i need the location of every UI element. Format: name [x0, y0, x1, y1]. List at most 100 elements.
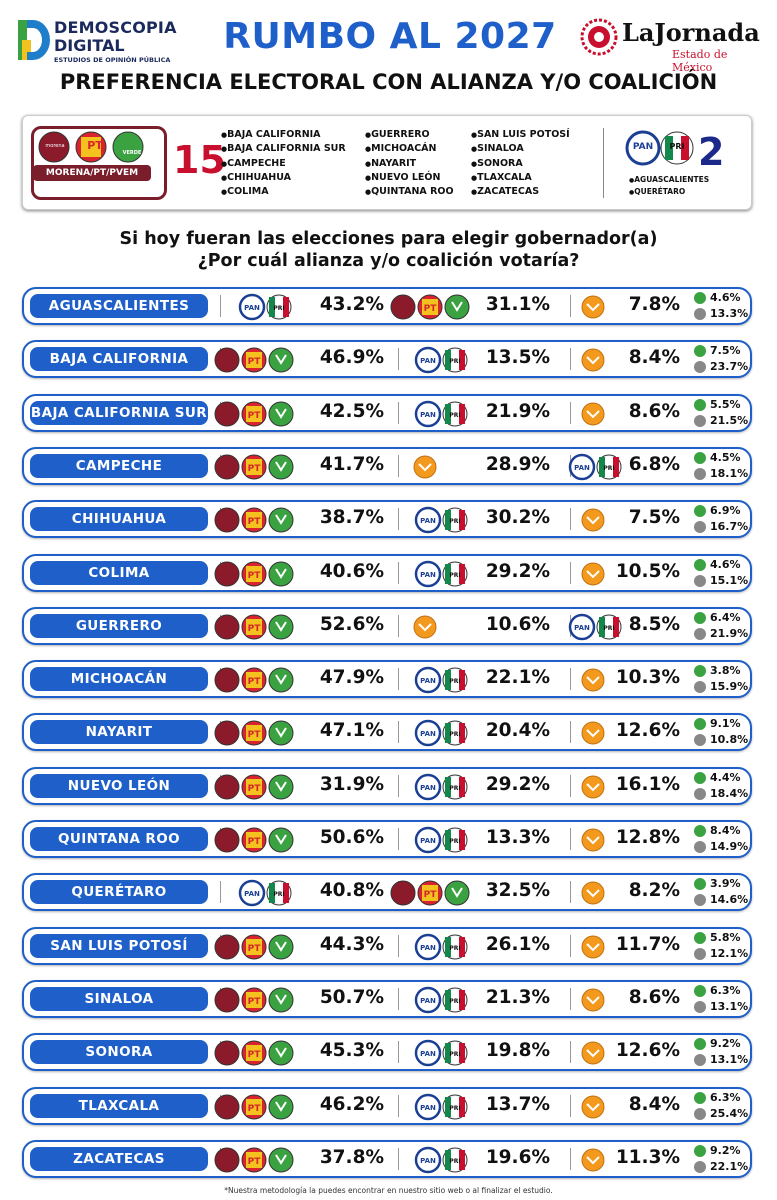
person-icon: [694, 1144, 706, 1157]
column-separator: [570, 774, 571, 797]
person-icon: [694, 718, 706, 731]
column-separator: [570, 508, 571, 531]
svg-text:PT: PT: [248, 624, 262, 634]
percentage-3: 11.7%: [615, 933, 680, 955]
svg-text:PRI: PRI: [449, 518, 460, 525]
table-row: NAYARIT PT 47.1% PAN PRI 20.4% 12.6% 9.1% 10.8%: [22, 713, 752, 752]
mc-logo: [581, 402, 605, 426]
column-separator: [570, 721, 571, 744]
undecided-pct: 18.1%: [710, 466, 749, 480]
svg-text:PAN: PAN: [244, 304, 260, 312]
pan-pri-logos: PAN PRI: [414, 720, 468, 747]
coalition-logos-3: [580, 560, 606, 588]
svg-text:PT: PT: [248, 944, 262, 954]
undecided-pct: 16.7%: [710, 520, 749, 534]
percentage-2: 13.7%: [485, 1093, 550, 1115]
column-separator: [570, 881, 571, 904]
other-undecided: 4.4% 18.4%: [692, 771, 750, 803]
brand-right-name: LaJornada: [622, 18, 760, 47]
question-icon: [694, 1054, 706, 1067]
percentage-1: 50.7%: [319, 986, 384, 1008]
mc-logo: [581, 668, 605, 692]
opposition-states: AGUASCALIENTES QUERÉTARO: [629, 174, 709, 198]
coalition-logos-3: [580, 400, 606, 428]
svg-text:PT: PT: [424, 304, 438, 314]
coalition-logos-3: [580, 293, 606, 321]
brand-left-line3: ESTUDIOS DE OPINIÓN PÚBLICA: [54, 56, 171, 64]
svg-text:PAN: PAN: [420, 837, 436, 845]
coalition-logos-2: [412, 613, 438, 641]
column-separator: [570, 934, 571, 957]
percentage-3: 12.8%: [615, 827, 680, 848]
other-undecided: 6.4% 21.9%: [692, 611, 750, 643]
percentage-3: 8.6%: [628, 986, 680, 1008]
brand-right-sub: Estado de México: [672, 48, 728, 74]
percentage-3: 12.6%: [615, 720, 680, 742]
other-pct: 4.6%: [710, 557, 741, 571]
mc-logo: [581, 1041, 605, 1065]
svg-text:PAN: PAN: [574, 624, 590, 632]
percentage-2: 19.6%: [485, 1146, 550, 1168]
coalition-logos-2: PAN PRI: [414, 560, 470, 588]
svg-text:PT: PT: [248, 730, 262, 740]
svg-text:PRI: PRI: [449, 731, 460, 738]
question-icon: [694, 734, 706, 747]
pt-logo-text: PT: [87, 139, 103, 152]
footnote: *Nuestra metodología la puedes encontrar…: [224, 1186, 553, 1195]
svg-text:PT: PT: [248, 1104, 262, 1114]
svg-text:PT: PT: [248, 517, 262, 527]
state-name: COLIMA: [30, 560, 208, 585]
pri-logo-text: PRI: [669, 142, 685, 151]
coalition-logos-3: [580, 719, 606, 747]
undecided-pct: 21.5%: [710, 413, 749, 427]
undecided-pct-line: 13.1%: [692, 1053, 750, 1068]
morena-pt-pvem-logos: PT: [214, 720, 294, 746]
undecided-pct-line: 15.1%: [692, 574, 750, 589]
percentage-2: 32.5%: [485, 880, 550, 902]
pan-logo-text: PAN: [632, 142, 654, 152]
percentage-3: 7.5%: [628, 507, 680, 529]
question-line2: ¿Por cuál alianza y/o coalición votaría?: [197, 251, 580, 271]
question-icon: [694, 681, 706, 694]
column-separator: [398, 401, 399, 424]
mc-logo: [581, 935, 605, 959]
svg-text:PRI: PRI: [449, 1051, 460, 1058]
column-separator: [398, 1147, 399, 1170]
pan-pri-logos: PAN PRI: [414, 400, 468, 427]
column-separator: [398, 774, 399, 797]
coalition-logos-3: PAN PRI: [568, 613, 624, 641]
svg-text:PAN: PAN: [420, 1157, 436, 1165]
table-row: CHIHUAHUA PT 38.7% PAN PRI 30.2% 7.5% 6.9% 16.7%: [22, 500, 752, 539]
morena-pt-pvem-logos: PT: [214, 454, 294, 480]
percentage-3: 8.6%: [628, 400, 680, 422]
coalition-logos-1: PT: [214, 1039, 294, 1067]
percentage-1: 42.5%: [319, 400, 384, 422]
morena-pt-pvem-logos: PT: [214, 1040, 294, 1066]
undecided-pct-line: 13.1%: [692, 1000, 750, 1015]
state-name: AGUASCALIENTES: [30, 294, 208, 318]
svg-text:PAN: PAN: [420, 357, 436, 365]
mc-logo: [413, 455, 437, 479]
coalition-logos-1: PT: [214, 986, 294, 1014]
state-name: QUERÉTARO: [30, 880, 208, 905]
coalition-logos-1: PT: [214, 346, 294, 374]
percentage-3: 8.2%: [628, 880, 680, 902]
percentage-2: 22.1%: [485, 667, 550, 689]
column-separator: [570, 295, 571, 317]
column-separator: [398, 934, 399, 957]
other-pct: 4.4%: [710, 770, 741, 784]
pan-pri-logos: PAN PRI: [238, 293, 292, 321]
other-pct: 8.4%: [710, 824, 741, 837]
morena-logo-text: morena: [45, 143, 65, 149]
column-separator: [398, 828, 399, 850]
column-separator: [398, 508, 399, 531]
other-undecided: 8.4% 14.9%: [692, 824, 750, 856]
other-undecided: 9.2% 22.1%: [692, 1144, 750, 1176]
other-pct: 5.5%: [710, 397, 741, 411]
question-icon: [694, 1107, 706, 1120]
question-line1: Si hoy fueran las elecciones para elegir…: [119, 229, 658, 249]
pan-pri-logos: PAN PRI: [414, 560, 468, 587]
undecided-pct-line: 15.9%: [692, 680, 750, 695]
other-pct: 6.3%: [710, 983, 741, 997]
coalition-logos-2: PT: [390, 879, 470, 907]
